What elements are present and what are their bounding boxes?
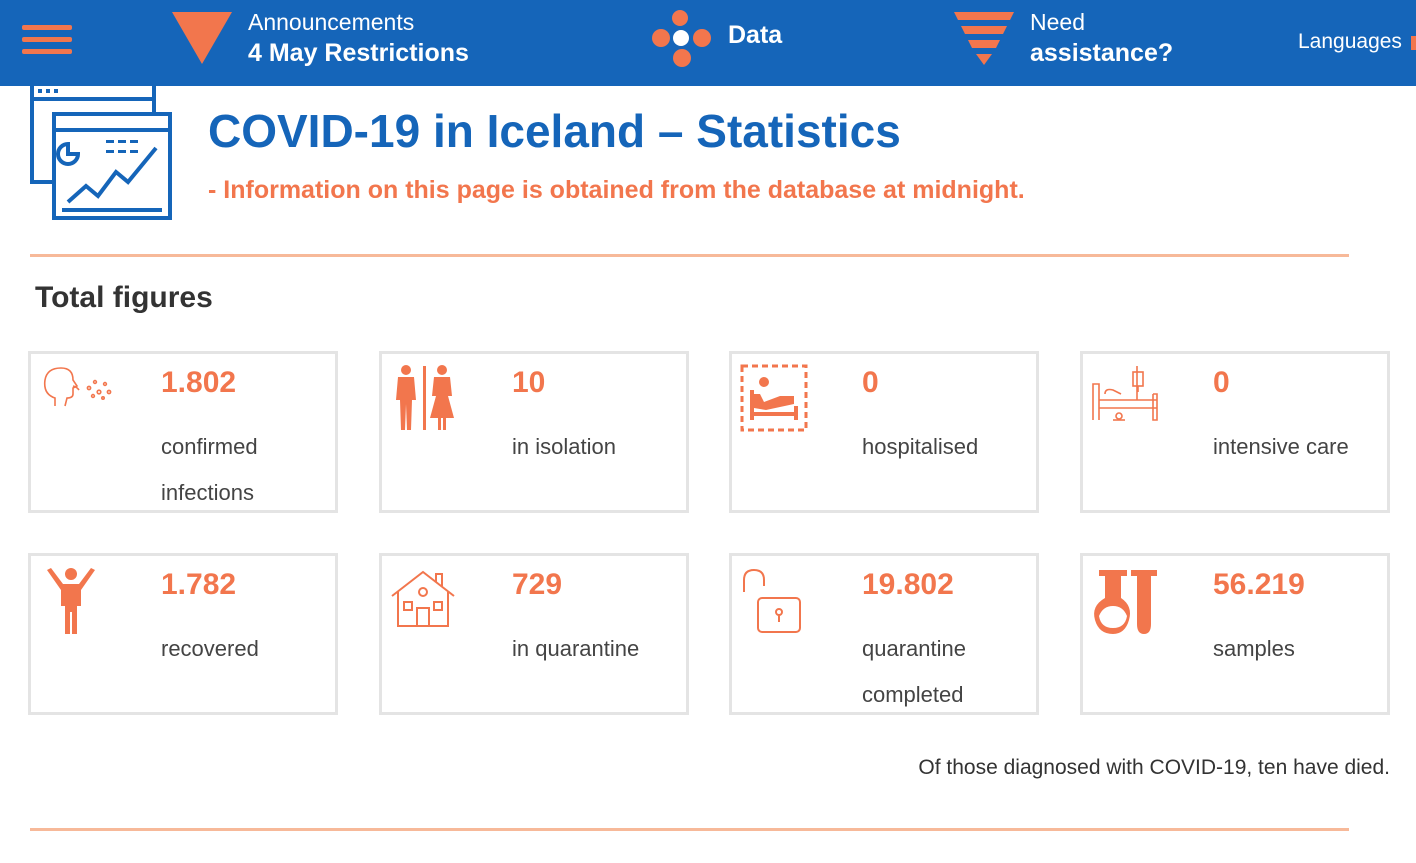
languages-link[interactable]: Languages xyxy=(1298,30,1402,53)
bottom-divider xyxy=(30,828,1349,831)
stat-value: 729 xyxy=(512,568,563,601)
stat-card-samples: 56.219 samples xyxy=(1080,553,1390,715)
top-divider xyxy=(30,254,1349,257)
unlocked-padlock-icon xyxy=(743,568,801,633)
cough-icon xyxy=(43,367,112,407)
deaths-note: Of those diagnosed with COVID-19, ten ha… xyxy=(918,756,1390,779)
test-tubes-icon xyxy=(1094,570,1157,634)
menu-icon[interactable] xyxy=(22,25,72,59)
stat-value: 1.802 xyxy=(161,366,237,399)
stat-card-in-quarantine: 729 in quarantine xyxy=(379,553,689,715)
stat-label: confirmed infections xyxy=(161,434,258,505)
stat-label: samples xyxy=(1213,636,1295,661)
stat-value: 19.802 xyxy=(862,568,954,601)
announcements-title: 4 May Restrictions xyxy=(248,39,469,67)
person-arms-up-icon xyxy=(47,568,95,634)
assistance-icon xyxy=(954,12,1014,65)
stat-card-confirmed-infections: 1.802 confirmed infections xyxy=(28,351,338,513)
nav-data[interactable]: Data xyxy=(728,21,783,49)
stat-label: quarantine completed xyxy=(862,636,966,707)
stat-label: in quarantine xyxy=(512,636,640,661)
languages-marker xyxy=(1411,36,1416,50)
stat-value: 1.782 xyxy=(161,568,237,601)
hospital-bed-icon xyxy=(740,364,808,432)
page-title: COVID-19 in Iceland – Statistics xyxy=(208,105,901,157)
nav-announcements[interactable]: Announcements 4 May Restrictions xyxy=(248,8,469,70)
statistics-chart-icon xyxy=(30,86,172,220)
announcements-icon xyxy=(172,12,232,64)
assistance-title: assistance? xyxy=(1030,39,1174,67)
icu-bed-icon xyxy=(1092,366,1158,421)
stat-label: in isolation xyxy=(512,434,616,459)
data-icon xyxy=(652,10,711,67)
house-icon xyxy=(391,570,455,627)
stat-card-in-isolation: 10 in isolation xyxy=(379,351,689,513)
top-nav: Announcements 4 May Restrictions Data Ne… xyxy=(0,0,1416,86)
stat-card-intensive-care: 0 intensive care xyxy=(1080,351,1390,513)
stat-label: intensive care xyxy=(1213,434,1349,459)
assistance-label: Need xyxy=(1030,9,1085,35)
stat-value: 0 xyxy=(1213,366,1230,399)
nav-assistance[interactable]: Need assistance? xyxy=(1030,8,1173,70)
stat-label: recovered xyxy=(161,636,259,661)
stat-card-quarantine-completed: 19.802 quarantine completed xyxy=(729,553,1039,715)
section-title: Total figures xyxy=(35,281,213,314)
stat-card-recovered: 1.782 recovered xyxy=(28,553,338,715)
stat-value: 56.219 xyxy=(1213,568,1305,601)
page-subtitle: - Information on this page is obtained f… xyxy=(208,176,1025,204)
stat-card-hospitalised: 0 hospitalised xyxy=(729,351,1039,513)
stat-value: 10 xyxy=(512,366,546,399)
stat-value: 0 xyxy=(862,366,879,399)
stat-label: hospitalised xyxy=(862,434,979,459)
people-icon xyxy=(396,365,454,430)
announcements-label: Announcements xyxy=(248,9,415,35)
